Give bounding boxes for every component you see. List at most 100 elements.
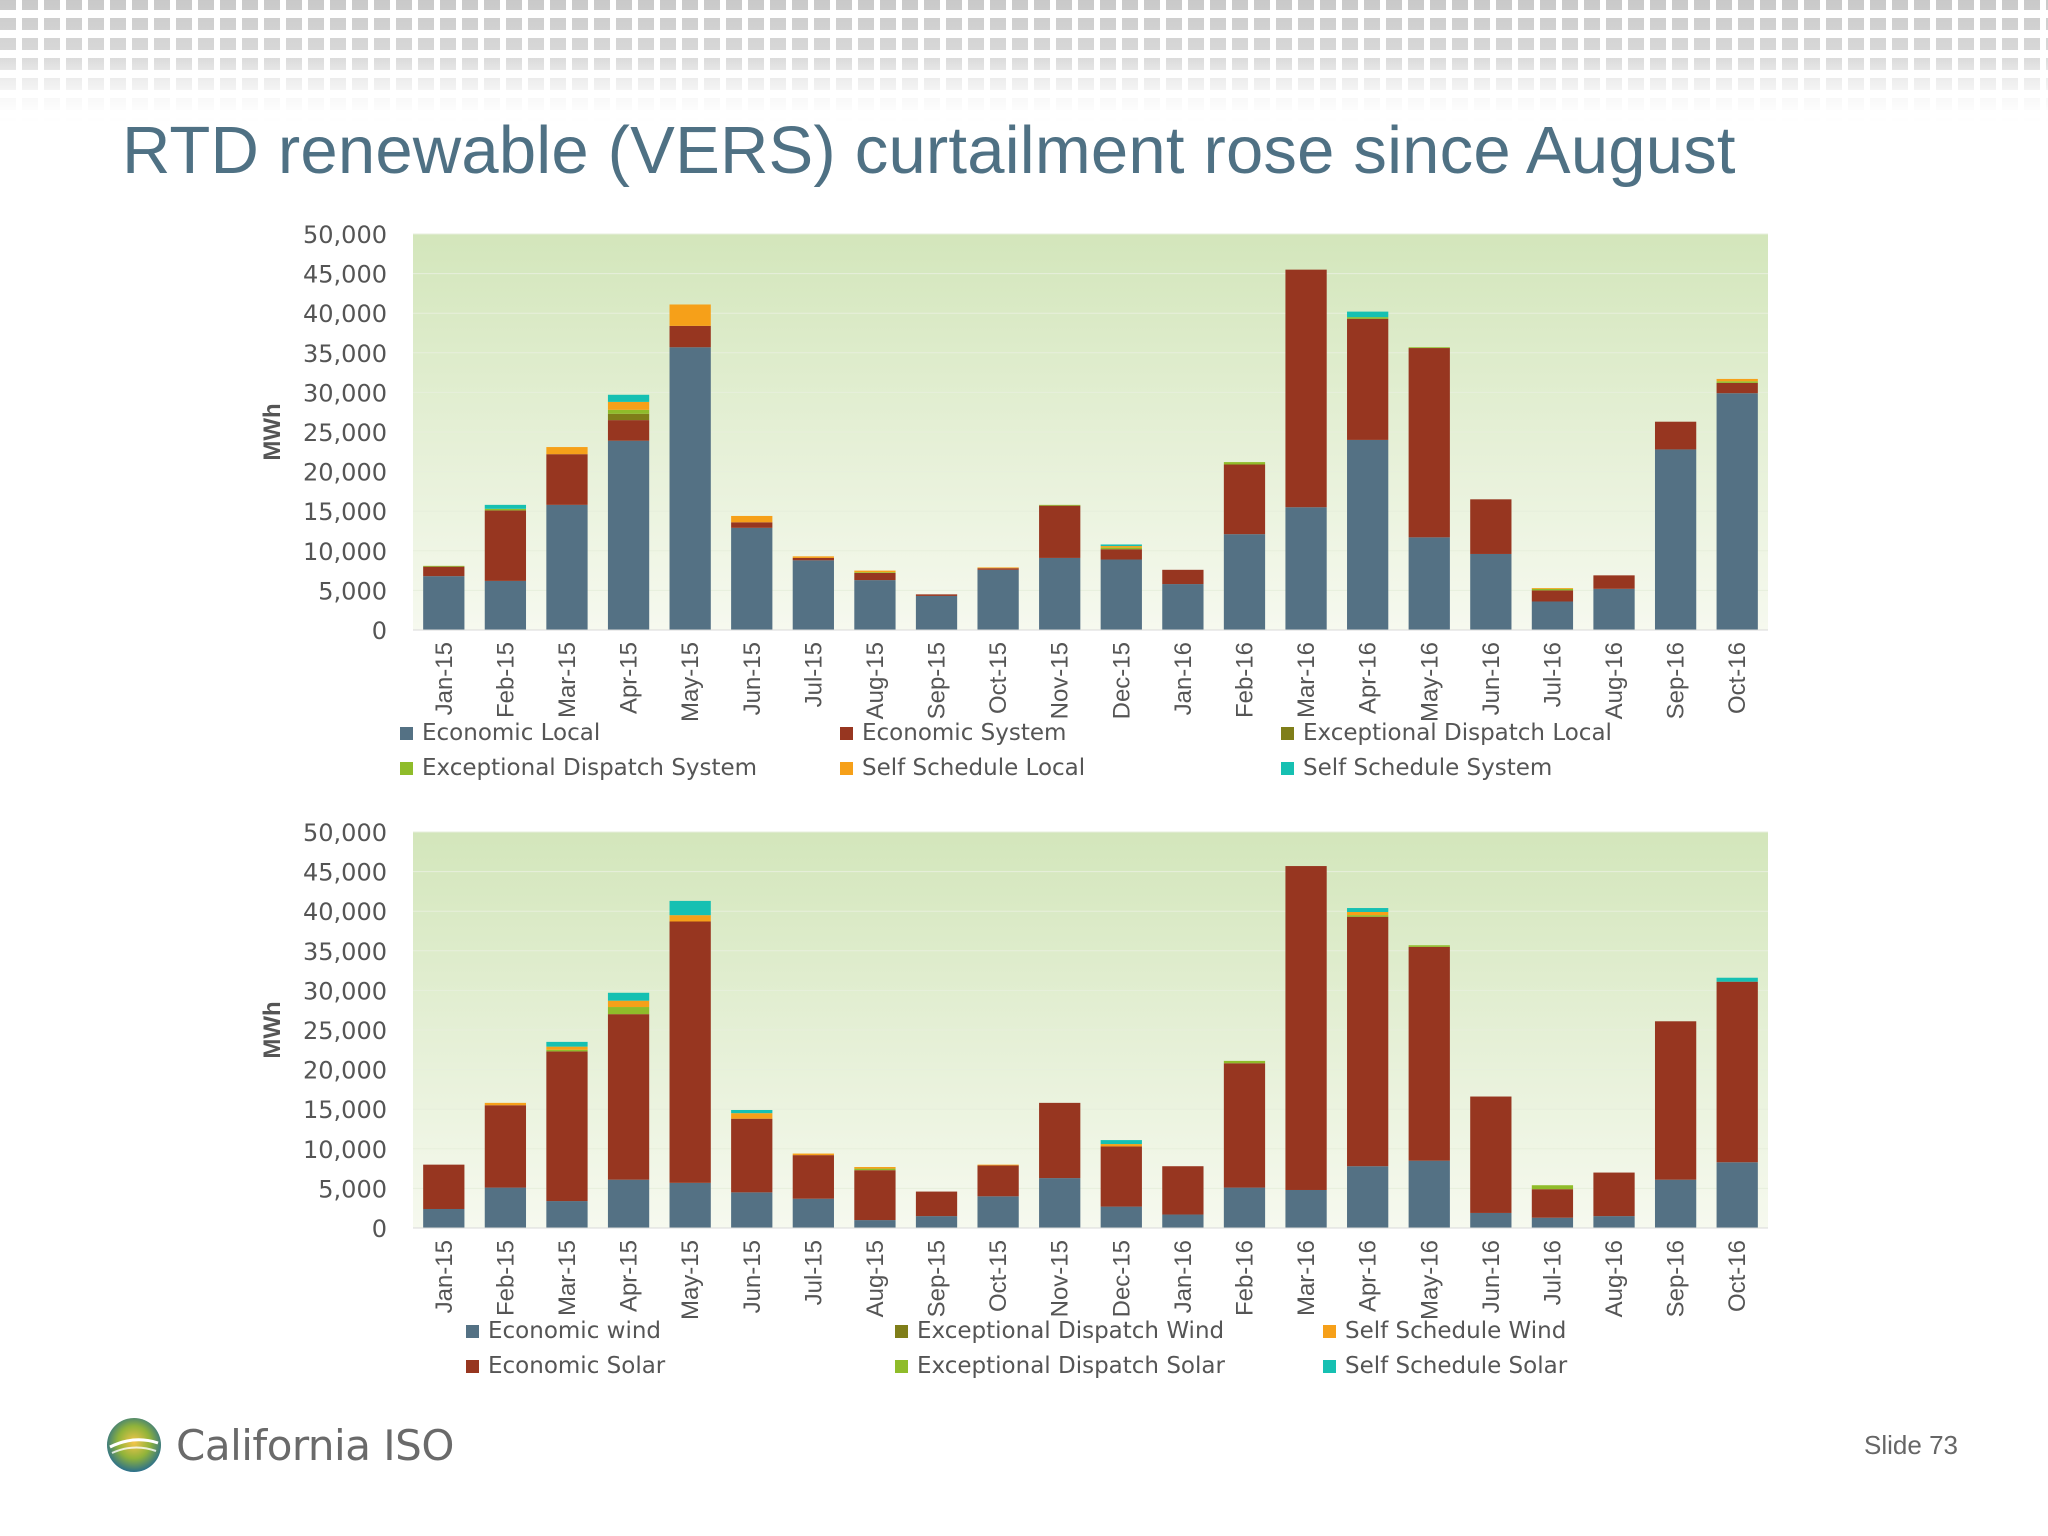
bar-segment (669, 915, 711, 922)
bar-segment (1593, 1216, 1635, 1228)
bar-segment (1716, 977, 1758, 982)
bar-segment (423, 565, 465, 567)
y-tick-label: 0 (372, 1215, 387, 1243)
logo-text: California ISO (176, 1420, 454, 1470)
y-tick-label: 15,000 (303, 498, 387, 526)
x-tick-label: Apr-16 (1355, 642, 1382, 714)
bar-segment (1654, 421, 1697, 450)
x-tick-label: Feb-15 (492, 642, 519, 718)
bar-segment (1347, 317, 1389, 319)
x-tick-label: Sep-15 (924, 642, 951, 719)
slide-number: Slide 73 (1864, 1430, 1958, 1460)
bar-segment (1593, 588, 1635, 630)
legend-swatch (1323, 1324, 1336, 1338)
bar-segment (1039, 557, 1081, 630)
bar-segment (977, 1196, 1019, 1228)
y-tick-label: 15,000 (303, 1096, 387, 1124)
x-tick-label: Mar-16 (1293, 1240, 1320, 1316)
bar-segment (546, 1049, 588, 1052)
x-tick-label: Jan-16 (1170, 1240, 1197, 1313)
bar-segment (669, 325, 711, 348)
bar-segment (546, 1051, 588, 1202)
y-tick-label: 30,000 (303, 977, 387, 1005)
legend-item: Self Schedule System (1281, 755, 1552, 781)
bar-segment (484, 510, 527, 581)
bar-segment (546, 1046, 588, 1050)
x-tick-label: May-16 (1416, 1240, 1443, 1320)
legend-label: Self Schedule System (1303, 755, 1553, 781)
x-tick-label: Nov-15 (1047, 1240, 1074, 1317)
x-tick-label: Apr-15 (616, 642, 643, 714)
bar-segment (731, 1109, 773, 1114)
bar-segment (607, 401, 650, 410)
x-tick-label: Feb-16 (1231, 642, 1258, 718)
bar-segment (1100, 1140, 1142, 1145)
bar-segment (1347, 439, 1389, 630)
legend-item: Economic Local (400, 720, 600, 746)
bar-segment (1408, 1160, 1450, 1228)
legend-label: Self Schedule Wind (1345, 1318, 1567, 1344)
legend-item: Self Schedule Local (840, 755, 1085, 781)
bar-segment (484, 1105, 527, 1188)
bar-segment (1654, 1179, 1697, 1228)
bar-segment (915, 1191, 958, 1217)
bar-segment (915, 595, 958, 630)
bar-segment (1100, 1144, 1142, 1147)
legend-label: Self Schedule Solar (1345, 1353, 1568, 1379)
x-tick-label: Aug-16 (1601, 1240, 1628, 1317)
legend-label: Economic Local (422, 720, 601, 746)
bar-segment (1347, 318, 1389, 440)
x-tick-label: Aug-15 (862, 642, 889, 719)
legend-swatch (895, 1359, 908, 1373)
x-tick-label: Oct-16 (1724, 1240, 1751, 1312)
legend-swatch (466, 1324, 479, 1338)
bar-segment (1347, 915, 1389, 917)
legend-item: Self Schedule Solar (1323, 1353, 1567, 1379)
x-tick-label: Sep-16 (1663, 1240, 1690, 1317)
bar-segment (423, 576, 465, 630)
bar-segment (669, 347, 711, 630)
x-tick-label: Jun-16 (1478, 1240, 1505, 1313)
y-tick-label: 5,000 (318, 1175, 387, 1203)
bar-segment (854, 570, 896, 573)
x-tick-label: Mar-15 (554, 1240, 581, 1316)
x-tick-label: Jun-16 (1478, 642, 1505, 715)
bar-segment (1593, 1172, 1635, 1217)
bar-segment (607, 440, 650, 630)
bar-segment (607, 1014, 650, 1180)
x-tick-label: Apr-16 (1355, 1240, 1382, 1312)
bar-segment (546, 454, 588, 505)
y-tick-label: 45,000 (303, 859, 387, 887)
legend-item: Economic wind (466, 1318, 661, 1344)
legend-label: Exceptional Dispatch Wind (917, 1318, 1225, 1344)
legend-item: Exceptional Dispatch Solar (895, 1353, 1225, 1379)
bar-segment (1347, 311, 1389, 318)
legend-swatch (895, 1324, 908, 1338)
x-tick-label: Feb-16 (1231, 1240, 1258, 1316)
bar-segment (731, 522, 773, 528)
bar-segment (1408, 537, 1450, 630)
bar-segment (1531, 1185, 1574, 1190)
bar-segment (731, 1192, 773, 1228)
bar-segment (1716, 382, 1758, 394)
bar-segment (792, 556, 834, 558)
bar-segment (792, 1198, 834, 1228)
bar-segment (1347, 911, 1389, 916)
x-tick-label: Mar-15 (554, 642, 581, 718)
bar-segment (1347, 1166, 1389, 1228)
legend-label: Exceptional Dispatch Local (1303, 720, 1612, 746)
y-tick-label: 10,000 (303, 1136, 387, 1164)
bar-segment (1716, 378, 1758, 382)
bar-segment (607, 1000, 650, 1008)
bar-segment (546, 1201, 588, 1228)
bar-segment (1716, 1162, 1758, 1228)
bar-segment (1100, 547, 1142, 550)
bar-segment (1162, 584, 1204, 630)
bar-segment (977, 1164, 1019, 1166)
bar-segment (1285, 1189, 1327, 1228)
y-tick-label: 25,000 (303, 1017, 387, 1045)
y-tick-label: 35,000 (303, 340, 387, 368)
bar-segment (607, 1179, 650, 1228)
bar-segment (607, 413, 650, 421)
bar-segment (1654, 1021, 1697, 1180)
